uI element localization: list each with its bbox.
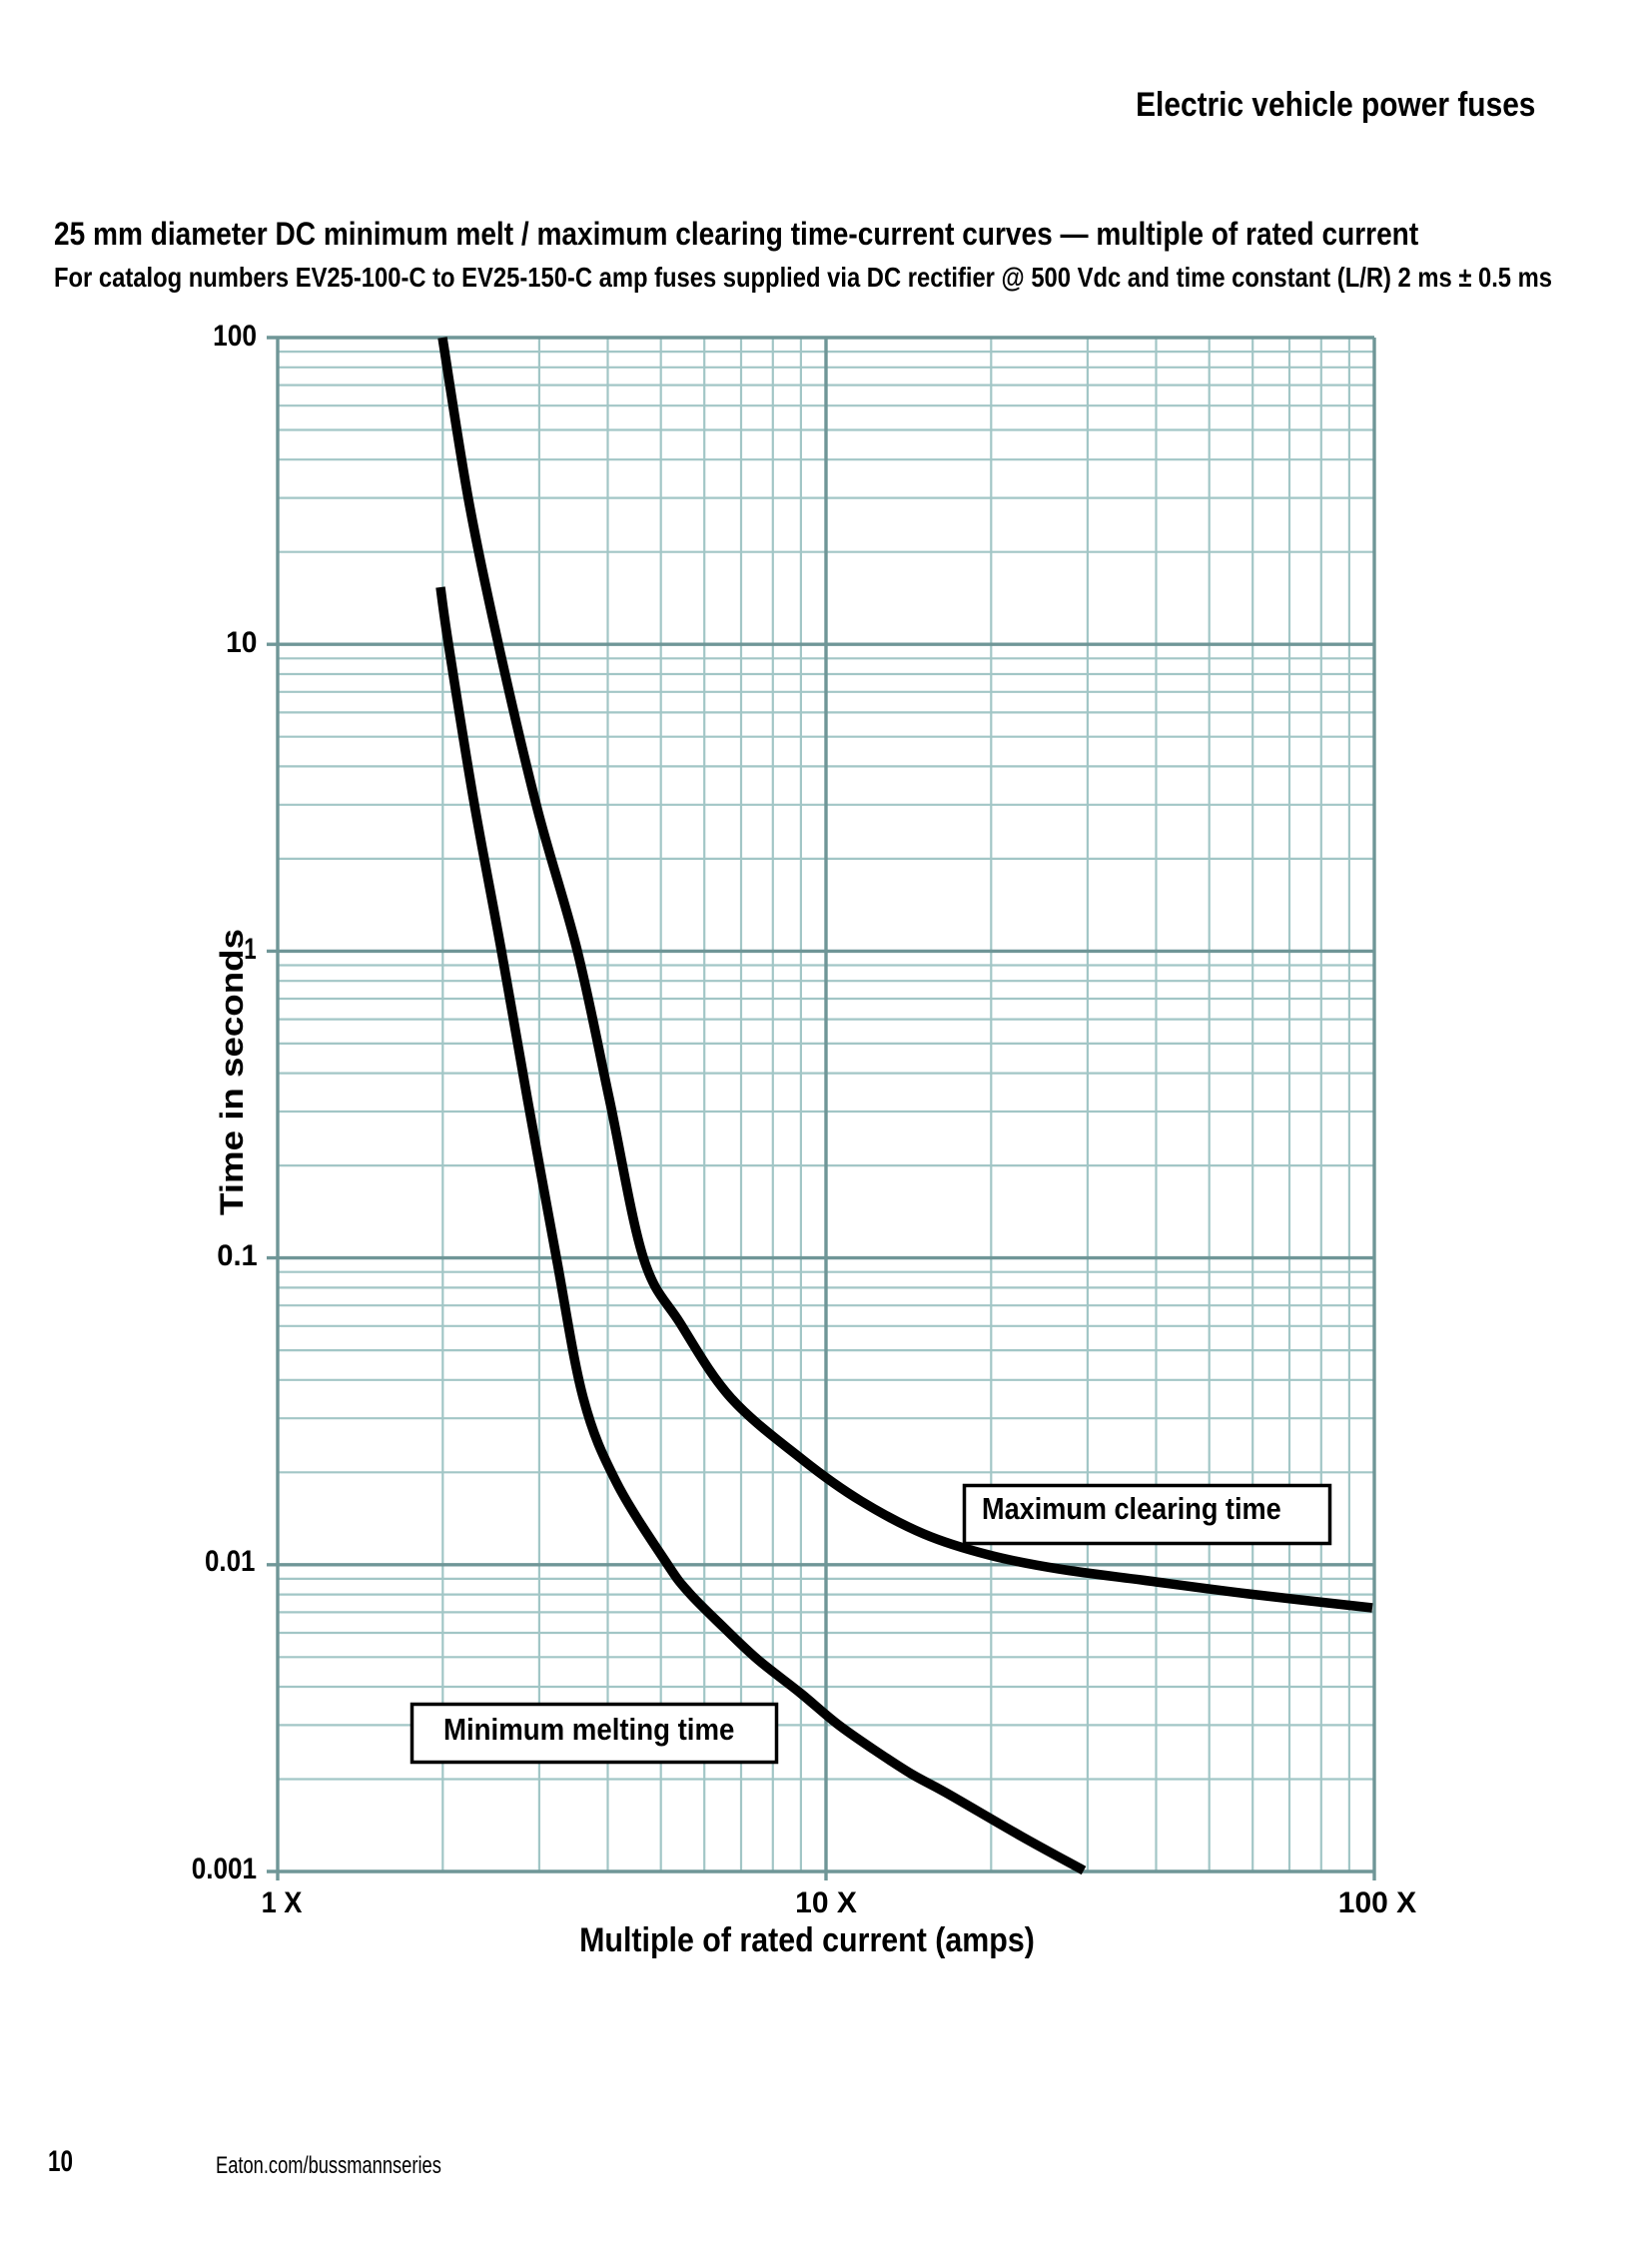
svg-text:Time in seconds: Time in seconds <box>214 929 250 1215</box>
